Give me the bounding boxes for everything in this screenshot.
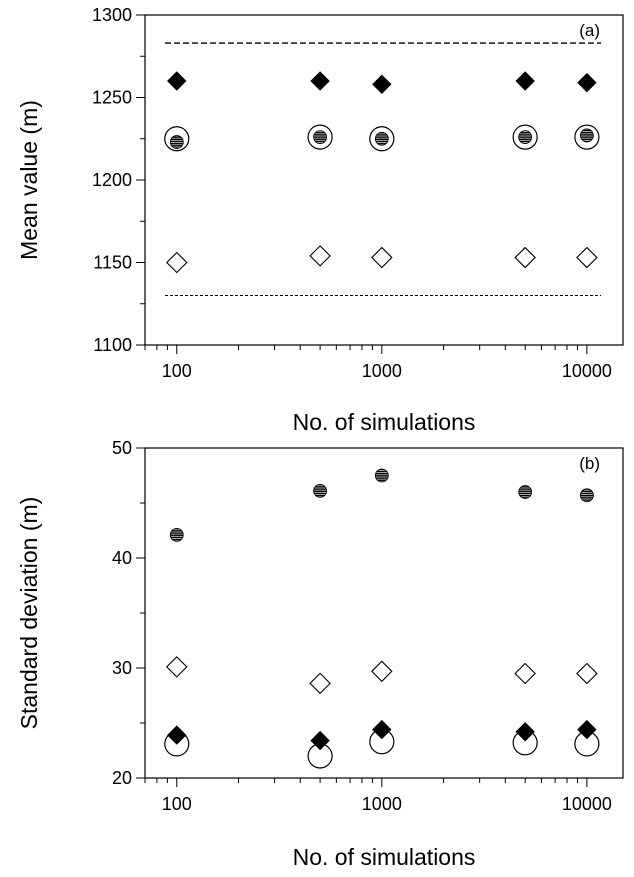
x-tick-label: 10000 bbox=[562, 794, 612, 814]
y-tick-label: 30 bbox=[112, 658, 132, 678]
open-diamond-point bbox=[514, 662, 536, 685]
hatched-circle-point bbox=[313, 483, 327, 498]
hatched-circle-point bbox=[518, 130, 533, 145]
y-tick-label: 1150 bbox=[93, 253, 132, 273]
panel-b-x-axis-title: No. of simulations bbox=[293, 844, 476, 870]
panel-b-y-axis-title: Standard deviation (m) bbox=[16, 497, 42, 730]
panel-a-label: (a) bbox=[579, 21, 600, 40]
y-tick-label: 1250 bbox=[92, 88, 132, 108]
x-tick-label: 1000 bbox=[362, 794, 402, 814]
panel-a-x-axis-title: No. of simulations bbox=[293, 409, 476, 435]
hatched-circle-point bbox=[374, 468, 389, 483]
y-tick-label: 40 bbox=[112, 548, 132, 568]
filled-diamond-point bbox=[515, 71, 535, 91]
panel-a-x-ticks: 100 1000 10000 bbox=[144, 345, 612, 381]
open-circle-point bbox=[512, 124, 538, 150]
panel-a-y-axis-title: Mean value (m) bbox=[16, 100, 42, 260]
panel-b-chart: 100 1000 10000 20 30 40 50 (b) No. of simulat… bbox=[16, 438, 624, 870]
y-tick-label: 20 bbox=[112, 768, 132, 788]
filled-diamond-point bbox=[310, 71, 330, 91]
panel-a-y-ticks: 1100 1150 1200 1250 1300 bbox=[92, 5, 145, 355]
open-diamond-point bbox=[309, 672, 331, 695]
x-tick-label: 100 bbox=[162, 794, 192, 814]
x-tick-label: 100 bbox=[162, 361, 192, 381]
open-diamond-point bbox=[576, 662, 598, 685]
y-tick-label: 1200 bbox=[92, 170, 132, 190]
panel-b-markers bbox=[164, 468, 600, 769]
hatched-circle-point bbox=[518, 485, 533, 499]
open-diamond-point bbox=[514, 246, 536, 269]
open-diamond-point bbox=[371, 246, 393, 269]
filled-diamond-point bbox=[372, 719, 392, 740]
y-tick-label: 50 bbox=[112, 438, 132, 458]
open-diamond-point bbox=[309, 245, 331, 267]
hatched-circle-point bbox=[313, 130, 327, 145]
filled-diamond-point bbox=[372, 74, 392, 95]
hatched-circle-point bbox=[579, 488, 594, 503]
filled-diamond-point bbox=[577, 72, 597, 93]
y-tick-label: 1300 bbox=[92, 5, 132, 25]
open-circle-point bbox=[574, 124, 600, 150]
hatched-circle-point bbox=[374, 131, 389, 146]
panel-a-chart: 100 1000 10000 1100 1150 1200 1250 1300 (a) No… bbox=[16, 5, 624, 435]
panel-b-y-ticks: 20 30 40 50 bbox=[112, 438, 145, 788]
panel-a-reference-lines bbox=[165, 42, 601, 297]
open-circle-point bbox=[164, 126, 190, 152]
filled-diamond-point bbox=[515, 722, 535, 742]
open-diamond-point bbox=[165, 251, 188, 274]
hatched-circle-point bbox=[579, 128, 594, 143]
panel-b-x-ticks: 100 1000 10000 bbox=[144, 778, 612, 814]
filled-diamond-point bbox=[167, 725, 187, 745]
panel-b-label: (b) bbox=[579, 454, 600, 473]
open-circle-point bbox=[307, 124, 333, 150]
open-diamond-point bbox=[371, 660, 393, 683]
filled-diamond-point bbox=[310, 730, 330, 751]
hatched-circle-point bbox=[169, 528, 184, 542]
open-circle-point bbox=[369, 126, 395, 152]
filled-diamond-point bbox=[577, 719, 597, 740]
panel-a-markers bbox=[164, 71, 600, 274]
x-tick-label: 10000 bbox=[562, 361, 612, 381]
hatched-circle-point bbox=[169, 135, 184, 149]
open-diamond-point bbox=[165, 656, 188, 678]
x-tick-label: 1000 bbox=[362, 361, 402, 381]
filled-diamond-point bbox=[167, 71, 187, 91]
open-diamond-point bbox=[576, 246, 598, 269]
y-tick-label: 1100 bbox=[93, 335, 132, 355]
